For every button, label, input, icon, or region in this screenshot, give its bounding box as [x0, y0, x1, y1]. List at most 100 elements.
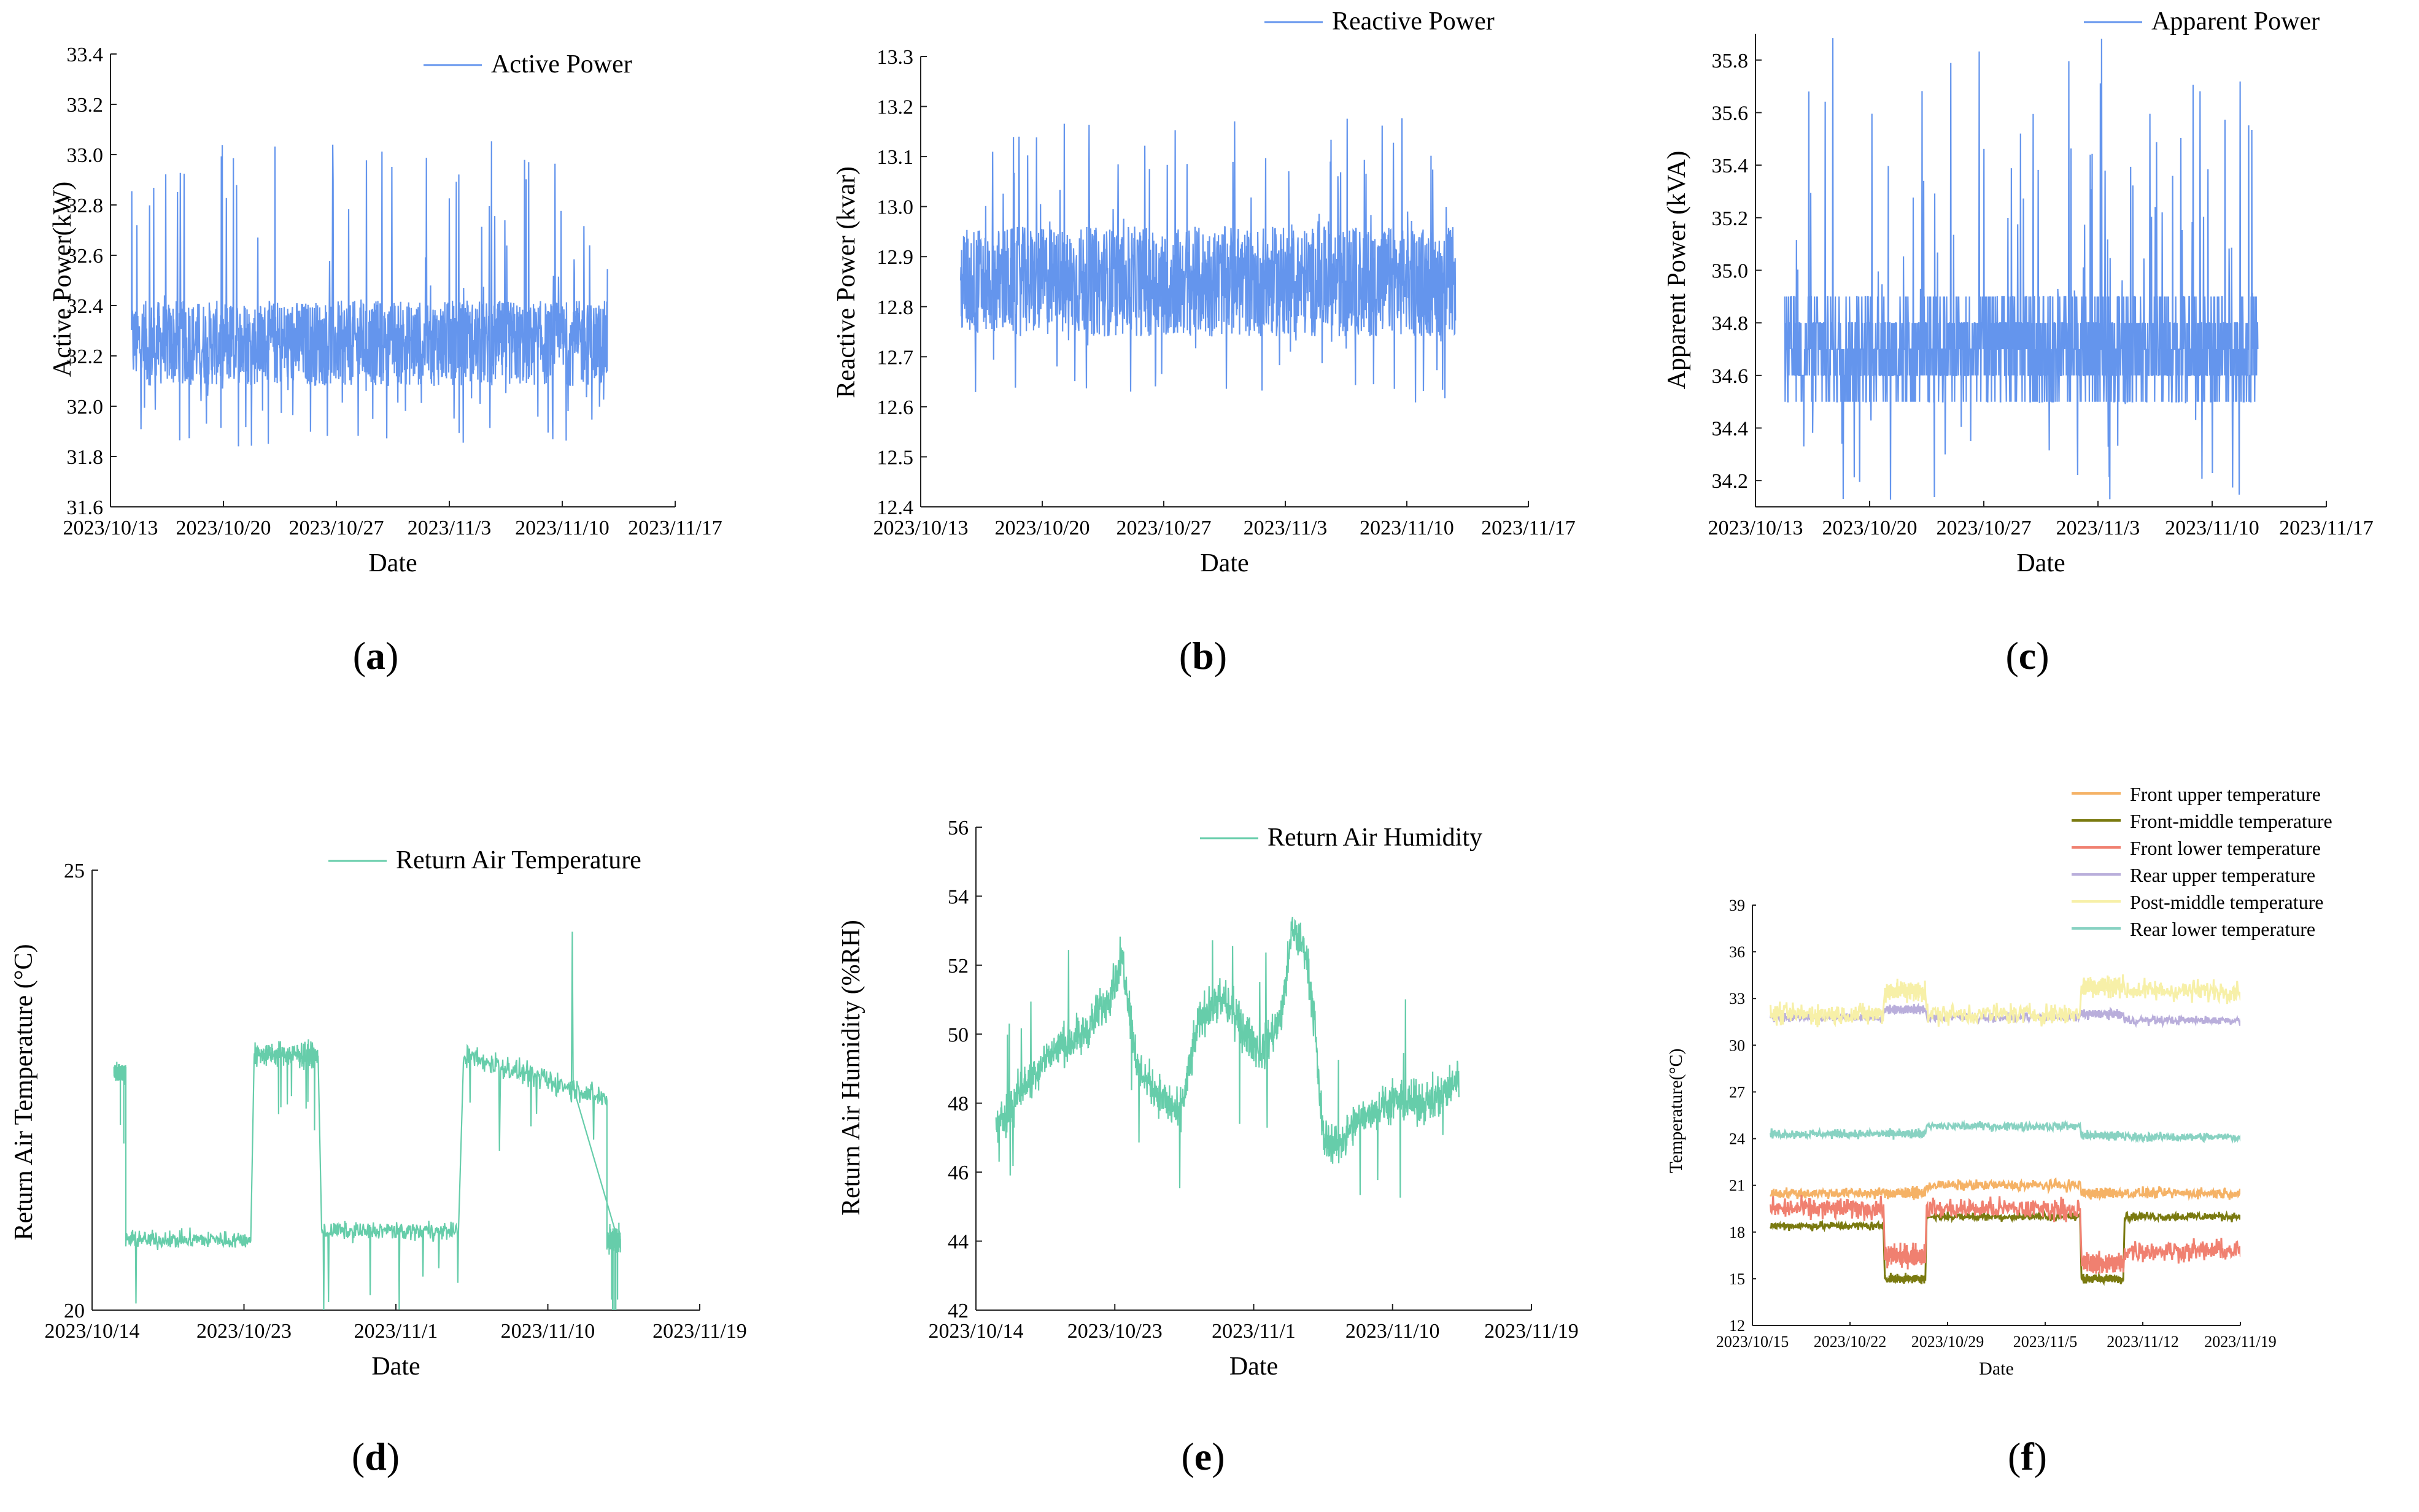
panel-label-close: ) — [2036, 634, 2049, 677]
series-line-f-5 — [1770, 1119, 2240, 1144]
y-tick-label: 34.8 — [1712, 312, 1749, 335]
x-axis-label: Date — [368, 549, 417, 577]
panel-label: (c) — [2005, 634, 2049, 677]
series-line-f-1 — [1770, 1209, 2240, 1286]
panel-label-close: ) — [385, 634, 398, 677]
chart-f: 12 15 18 21 24 27 30 33 36 39 2023/10/15 2023/10/22… — [1666, 783, 2332, 1478]
chart-b: 12.4 12.5 12.6 12.7 12.8 12.9 13.0 13.1 13.2 13.3… — [832, 7, 1576, 677]
series-line-e-0 — [995, 917, 1460, 1198]
x-axis-label: Date — [371, 1352, 420, 1381]
legend-label: Front lower temperature — [2130, 837, 2321, 859]
panel-label: (d) — [352, 1435, 400, 1478]
y-axis-label: Active Power(kW) — [48, 182, 77, 377]
x-tick-label: 2023/11/19 — [652, 1320, 747, 1343]
y-tick-label: 31.8 — [67, 446, 104, 469]
y-tick-label: 12.5 — [877, 446, 914, 469]
y-tick-label: 56 — [948, 817, 969, 839]
y-tick-label: 32.4 — [67, 295, 104, 318]
y-tick-label: 12.7 — [877, 346, 914, 369]
y-tick-label: 39 — [1729, 897, 1745, 914]
x-axis-label: Date — [1979, 1359, 2014, 1379]
legend-label: Front-middle temperature — [2130, 810, 2332, 832]
panel-letter: b — [1192, 634, 1214, 677]
panel-label-close: ) — [1212, 1435, 1225, 1478]
y-tick-label: 20 — [64, 1300, 85, 1322]
y-tick-label: 36 — [1729, 943, 1745, 961]
x-tick-label: 2023/10/23 — [196, 1320, 292, 1343]
y-tick-label: 15 — [1729, 1270, 1745, 1288]
y-tick-label: 34.4 — [1712, 418, 1749, 441]
x-tick-label: 2023/11/10 — [1360, 517, 1454, 539]
panel-letter: d — [365, 1435, 387, 1478]
x-tick-label: 2023/11/17 — [2279, 517, 2374, 539]
y-tick-label: 24 — [1729, 1130, 1745, 1148]
series-line-f-2 — [1770, 1195, 2240, 1274]
y-axis-label: Temperature(°C) — [1666, 1048, 1686, 1173]
y-tick-label: 35.6 — [1712, 102, 1749, 125]
panel-letter: a — [366, 634, 385, 677]
series-line-b-0 — [960, 118, 1457, 403]
series-line-f-4 — [1770, 974, 2240, 1028]
y-tick-label: 35.0 — [1712, 260, 1749, 283]
y-tick-label: 32.0 — [67, 396, 104, 418]
x-tick-label: 2023/11/19 — [1484, 1320, 1579, 1343]
y-tick-label: 32.8 — [67, 195, 104, 217]
legend-label: Active Power — [491, 50, 632, 79]
x-tick-label: 2023/11/3 — [2056, 517, 2140, 539]
y-tick-label: 54 — [948, 885, 969, 908]
y-tick-label: 33.4 — [67, 44, 104, 66]
y-tick-label: 34.6 — [1712, 365, 1749, 388]
panel-label-open: ( — [2005, 634, 2018, 677]
legend-label: Post-middle temperature — [2130, 891, 2323, 913]
legend-label: Apparent Power — [2151, 7, 2320, 36]
y-axis-label: Reactive Power (kvar) — [832, 166, 861, 398]
series-line-d-0 — [113, 932, 621, 1310]
x-tick-label: 2023/10/14 — [929, 1320, 1024, 1343]
x-tick-label: 2023/10/20 — [176, 517, 271, 539]
y-axis-label: Apparent Power (kVA) — [1663, 151, 1691, 390]
x-axis-label: Date — [1200, 549, 1248, 577]
legend-label: Reactive Power — [1332, 7, 1495, 36]
y-tick-label: 32.6 — [67, 245, 104, 268]
x-tick-label: 2023/10/13 — [873, 517, 969, 539]
x-tick-label: 2023/10/29 — [1911, 1333, 1984, 1351]
y-tick-label: 46 — [948, 1162, 969, 1184]
chart-a: 31.6 31.8 32.0 32.2 32.4 32.6 32.8 33.0 33.2 33.4… — [48, 44, 722, 677]
chart-d: 20 25 2023/10/14 2023/10/23 2023/11/1 2023/11… — [10, 846, 747, 1478]
y-tick-label: 35.4 — [1712, 155, 1749, 177]
y-tick-label: 30 — [1729, 1036, 1745, 1054]
y-tick-label: 18 — [1729, 1224, 1745, 1241]
chart-c: 34.2 34.4 34.6 34.8 35.0 35.2 35.4 35.6 35.8 2023… — [1663, 7, 2374, 677]
panel-label-open: ( — [1179, 634, 1192, 677]
x-tick-label: 2023/11/17 — [1481, 517, 1576, 539]
x-tick-label: 2023/10/23 — [1067, 1320, 1163, 1343]
y-tick-label: 48 — [948, 1093, 969, 1116]
x-tick-label: 2023/11/12 — [2107, 1333, 2178, 1351]
y-tick-label: 21 — [1729, 1177, 1745, 1195]
y-tick-label: 27 — [1729, 1083, 1745, 1101]
panel-label-open: ( — [1181, 1435, 1194, 1478]
x-tick-label: 2023/10/27 — [1117, 517, 1212, 539]
legend-label: Return Air Temperature — [396, 846, 641, 874]
x-tick-label: 2023/11/1 — [1212, 1320, 1296, 1343]
x-tick-label: 2023/10/14 — [45, 1320, 140, 1343]
x-axis-label: Date — [1229, 1352, 1278, 1381]
legend-label: Front upper temperature — [2130, 783, 2321, 805]
y-tick-label: 13.2 — [877, 96, 914, 119]
panel-label: (a) — [353, 634, 399, 677]
series-line-a-0 — [131, 141, 608, 447]
y-tick-label: 33 — [1729, 990, 1745, 1008]
legend-label: Return Air Humidity — [1268, 824, 1482, 852]
y-tick-label: 33.2 — [67, 94, 104, 117]
y-tick-label: 13.0 — [877, 196, 914, 219]
panel-label: (f) — [2008, 1435, 2047, 1478]
x-tick-label: 2023/10/27 — [289, 517, 384, 539]
x-tick-label: 2023/11/5 — [2013, 1333, 2077, 1351]
legend-label: Rear lower temperature — [2130, 918, 2315, 940]
y-tick-label: 32.2 — [67, 345, 104, 368]
x-tick-label: 2023/11/17 — [628, 517, 722, 539]
series-line-f-0 — [1770, 1177, 2240, 1202]
y-tick-label: 25 — [64, 860, 85, 882]
y-tick-label: 35.8 — [1712, 50, 1749, 72]
